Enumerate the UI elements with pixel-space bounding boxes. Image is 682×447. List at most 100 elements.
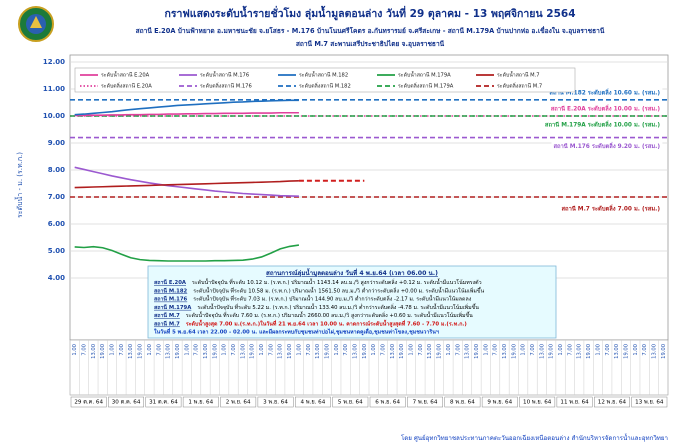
day-label: 30 ต.ค. 64 bbox=[112, 400, 141, 406]
info-row: สถานี M.7 ระดับน้ำสูงสุด 7.00 ม.(ร.ท.ก.)ใ… bbox=[154, 318, 467, 328]
day-label: 4 พ.ย. 64 bbox=[301, 400, 326, 406]
day-cell bbox=[556, 396, 593, 408]
info-title: สถานการณ์ลุ่มน้ำมูลตอนล่าง วันที่ 4 พ.ย.… bbox=[266, 267, 438, 278]
x-tick-label: 7.00 bbox=[455, 344, 461, 356]
day-label: 29 ต.ค. 64 bbox=[74, 400, 103, 406]
x-tick-label: 19.00 bbox=[437, 344, 443, 359]
x-tick-label: 7.00 bbox=[306, 344, 312, 356]
x-tick-label: 13.00 bbox=[390, 344, 396, 359]
x-tick-label: 1.00 bbox=[595, 344, 601, 356]
info-text: ระดับน้ำสูงสุด 7.00 ม.(ร.ท.ก.)ในวันที่ 2… bbox=[186, 318, 467, 328]
day-cell bbox=[407, 396, 443, 408]
day-cell bbox=[332, 396, 369, 408]
bank-level-label: สถานี M.176 ระดับตลิ่ง 9.20 ม. (รสม.) bbox=[553, 141, 660, 150]
info-text: ระดับน้ำปัจจุบัน ที่ระดับ 10.12 ม. (ร.ท.… bbox=[192, 278, 482, 286]
day-label: 8 พ.ย. 64 bbox=[450, 400, 475, 406]
x-tick-label: 7.00 bbox=[418, 344, 424, 356]
legend-label: ระดับตลิ่งสถานี E.20A bbox=[101, 83, 152, 90]
y-tick-label: 6.00 bbox=[48, 220, 65, 228]
x-tick-label: 19.00 bbox=[474, 344, 480, 359]
day-cell bbox=[444, 396, 481, 408]
legend-label: ระดับตลิ่งสถานี M.182 bbox=[299, 83, 351, 90]
annotation-background bbox=[548, 102, 663, 114]
day-cell bbox=[295, 396, 331, 408]
x-tick-label: 13.00 bbox=[577, 344, 583, 359]
day-label: 1 พ.ย. 64 bbox=[188, 400, 213, 406]
y-tick-label: 10.00 bbox=[43, 112, 65, 120]
x-tick-label: 19.00 bbox=[287, 344, 293, 359]
x-tick-label: 1.00 bbox=[409, 344, 415, 356]
y-tick-label: 7.00 bbox=[48, 193, 65, 201]
chart-subtitle: สถานี E.20A บ้านฟ้าหยาด อ.มหาชนะชัย จ.ยโ… bbox=[136, 25, 605, 35]
x-tick-label: 1.00 bbox=[184, 344, 190, 356]
legend-label: ระดับน้ำสถานี M.176 bbox=[200, 71, 249, 79]
legend-label: ระดับน้ำสถานี M.182 bbox=[299, 71, 348, 79]
x-tick-label: 13.00 bbox=[203, 344, 209, 359]
x-tick-label: 7.00 bbox=[119, 344, 125, 356]
day-label: 31 ต.ค. 64 bbox=[149, 400, 178, 406]
x-tick-label: 13.00 bbox=[128, 344, 134, 359]
series-line bbox=[74, 166, 299, 197]
x-tick-label: 1.00 bbox=[72, 344, 78, 356]
legend-label: ระดับตลิ่งสถานี M.179A bbox=[398, 83, 454, 90]
x-tick-label: 13.00 bbox=[166, 344, 172, 359]
chart-title: กราฟแสดงระดับน้ำรายชั่วโมง ลุ่มน้ำมูลตอน… bbox=[164, 5, 575, 21]
x-tick-label: 13.00 bbox=[315, 344, 321, 359]
day-cell bbox=[182, 396, 219, 408]
bank-level-label: สถานี M.179A ระดับตลิ่ง 10.00 ม. (รสม.) bbox=[545, 120, 660, 129]
x-tick-label: 13.00 bbox=[539, 344, 545, 359]
info-row: สถานี E.20A ระดับน้ำปัจจุบัน ที่ระดับ 10.… bbox=[154, 278, 482, 286]
x-tick-label: 13.00 bbox=[91, 344, 97, 359]
day-label: 10 พ.ย. 64 bbox=[523, 400, 552, 406]
x-tick-label: 13.00 bbox=[352, 344, 358, 359]
x-tick-label: 19.00 bbox=[250, 344, 256, 359]
x-tick-label: 7.00 bbox=[493, 344, 499, 356]
day-cell bbox=[145, 396, 182, 408]
x-tick-label: 19.00 bbox=[623, 344, 629, 359]
day-cell bbox=[369, 396, 406, 408]
y-tick-label: 5.00 bbox=[48, 247, 65, 255]
x-tick-label: 7.00 bbox=[156, 344, 162, 356]
day-cell bbox=[594, 396, 630, 408]
x-tick-label: 1.00 bbox=[633, 344, 639, 356]
x-tick-label: 13.00 bbox=[502, 344, 508, 359]
x-tick-label: 7.00 bbox=[567, 344, 573, 356]
info-station: สถานี M.7 bbox=[154, 312, 180, 319]
day-cell bbox=[481, 396, 518, 408]
legend-box bbox=[74, 67, 576, 93]
day-label: 3 พ.ย. 64 bbox=[263, 400, 288, 406]
x-tick-label: 13.00 bbox=[427, 344, 433, 359]
x-tick-label: 13.00 bbox=[465, 344, 471, 359]
day-label: 5 พ.ย. 64 bbox=[338, 400, 363, 406]
legend-label: ระดับตลิ่งสถานี M.176 bbox=[200, 83, 252, 90]
x-tick-label: 19.00 bbox=[175, 344, 181, 359]
y-tick-label: 4.00 bbox=[48, 274, 65, 282]
legend-label: ระดับน้ำสถานี M.7 bbox=[497, 71, 540, 79]
info-text: ระดับน้ำปัจจุบัน ที่ระดับ 5.22 ม. (ร.ท.ก… bbox=[197, 302, 479, 310]
x-tick-label: 1.00 bbox=[521, 344, 527, 356]
x-tick-label: 19.00 bbox=[362, 344, 368, 359]
day-cell bbox=[220, 396, 257, 408]
x-tick-label: 1.00 bbox=[147, 344, 153, 356]
series-line bbox=[74, 111, 299, 117]
info-box bbox=[147, 265, 557, 339]
legend-label: ระดับน้ำสถานี E.20A bbox=[101, 71, 150, 79]
x-tick-label: 7.00 bbox=[194, 344, 200, 356]
y-tick-label: 12.00 bbox=[43, 58, 65, 66]
x-tick-label: 7.00 bbox=[231, 344, 237, 356]
series-line bbox=[74, 180, 299, 189]
info-row: สถานี M.7 ระดับน้ำปัจจุบัน ที่ระดับ 7.60 … bbox=[154, 311, 473, 319]
footer: โดย ศูนย์อุทกวิทยาชลประทานภาคตะวันออกเฉี… bbox=[401, 433, 668, 442]
series-line bbox=[74, 244, 300, 262]
x-tick-label: 1.00 bbox=[483, 344, 489, 356]
x-tick-label: 7.00 bbox=[343, 344, 349, 356]
bank-level-label: สถานี M.182 ระดับตลิ่ง 10.60 ม. (รสม.) bbox=[549, 87, 660, 96]
x-tick-label: 1.00 bbox=[334, 344, 340, 356]
x-tick-label: 1.00 bbox=[296, 344, 302, 356]
day-label: 7 พ.ย. 64 bbox=[413, 400, 438, 406]
bank-level-label: สถานี E.20A ระดับตลิ่ง 10.00 ม. (รสม.) bbox=[551, 104, 661, 113]
day-cell bbox=[519, 396, 556, 408]
x-tick-label: 7.00 bbox=[605, 344, 611, 356]
